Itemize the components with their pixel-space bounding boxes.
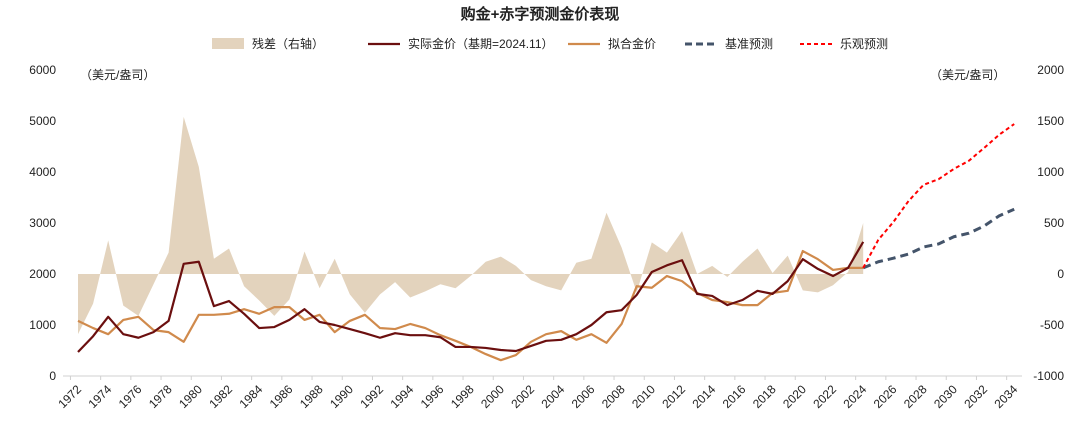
legend-label: 实际金价（基期=2024.11） <box>408 36 554 51</box>
right-y-tick-label: 500 <box>1044 216 1064 230</box>
x-tick-label: 1978 <box>146 382 175 411</box>
x-tick-label: 2018 <box>750 382 779 411</box>
legend-swatch <box>212 38 244 49</box>
legend-actual: 实际金价（基期=2024.11） <box>368 36 554 51</box>
actual-price-line <box>77 241 865 353</box>
x-tick-label: 2034 <box>992 382 1021 411</box>
x-tick-label: 1980 <box>176 382 205 411</box>
baseline-forecast-line <box>862 207 1015 270</box>
x-tick-label: 2010 <box>629 382 658 411</box>
x-tick-label: 2016 <box>720 382 749 411</box>
x-tick-label: 1992 <box>357 382 386 411</box>
optimistic-forecast-line <box>862 123 1015 269</box>
chart-title: 购金+赤字预测金价表现 <box>461 5 620 23</box>
x-tick-label: 1974 <box>86 382 115 411</box>
x-tick-label: 1982 <box>206 382 235 411</box>
x-tick-label: 2030 <box>931 382 960 411</box>
legend-label: 基准预测 <box>725 37 773 51</box>
legend-label: 拟合金价 <box>608 36 656 51</box>
x-tick-label: 2032 <box>961 382 990 411</box>
x-tick-label: 2026 <box>871 382 900 411</box>
right-y-tick-label: 2000 <box>1037 63 1064 77</box>
legend-fitted: 拟合金价 <box>568 36 656 51</box>
x-tick-label: 1972 <box>55 382 84 411</box>
legend-label: 残差（右轴） <box>252 36 324 51</box>
legend: 残差（右轴） 实际金价（基期=2024.11） 拟合金价 基准预测 乐观预测 <box>212 36 888 51</box>
x-tick-label: 2014 <box>690 382 719 411</box>
x-tick-label: 2000 <box>478 382 507 411</box>
right-y-tick-label: -1000 <box>1033 369 1064 383</box>
x-tick-label: 1996 <box>418 382 447 411</box>
x-tick-label: 2028 <box>901 382 930 411</box>
x-tick-label: 2012 <box>659 382 688 411</box>
x-tick-label: 1994 <box>388 382 417 411</box>
x-tick-label: 2008 <box>599 382 628 411</box>
x-tick-label: 1986 <box>267 382 296 411</box>
residual-area <box>78 116 864 335</box>
legend-residual: 残差（右轴） <box>212 36 324 51</box>
right-y-tick-label: 1500 <box>1037 114 1064 128</box>
left-y-tick-label: 5000 <box>29 114 56 128</box>
right-axis-unit: （美元/盎司） <box>930 68 1005 82</box>
legend-optimistic: 乐观预测 <box>800 37 888 51</box>
x-tick-label: 2004 <box>539 382 568 411</box>
x-tick-label: 1984 <box>237 382 266 411</box>
left-y-tick-label: 4000 <box>29 165 56 179</box>
x-tick-label: 2020 <box>780 382 809 411</box>
right-y-tick-label: 1000 <box>1037 165 1064 179</box>
legend-baseline: 基准预测 <box>685 37 773 51</box>
x-tick-label: 1990 <box>327 382 356 411</box>
legend-label: 乐观预测 <box>840 37 888 51</box>
right-y-tick-label: -500 <box>1040 318 1064 332</box>
x-tick-label: 2022 <box>810 382 839 411</box>
x-tick-label: 1976 <box>116 382 145 411</box>
x-tick-label: 2006 <box>569 382 598 411</box>
left-y-tick-label: 0 <box>49 369 56 383</box>
right-y-tick-label: 0 <box>1057 267 1064 281</box>
left-y-tick-label: 1000 <box>29 318 56 332</box>
left-y-tick-label: 3000 <box>29 216 56 230</box>
x-tick-label: 1988 <box>297 382 326 411</box>
left-y-tick-label: 6000 <box>29 63 56 77</box>
left-axis-unit: （美元/盎司） <box>80 68 155 82</box>
x-tick-label: 2002 <box>508 382 537 411</box>
x-tick-label: 2024 <box>841 382 870 411</box>
left-y-tick-label: 2000 <box>29 267 56 281</box>
x-tick-label: 1998 <box>448 382 477 411</box>
